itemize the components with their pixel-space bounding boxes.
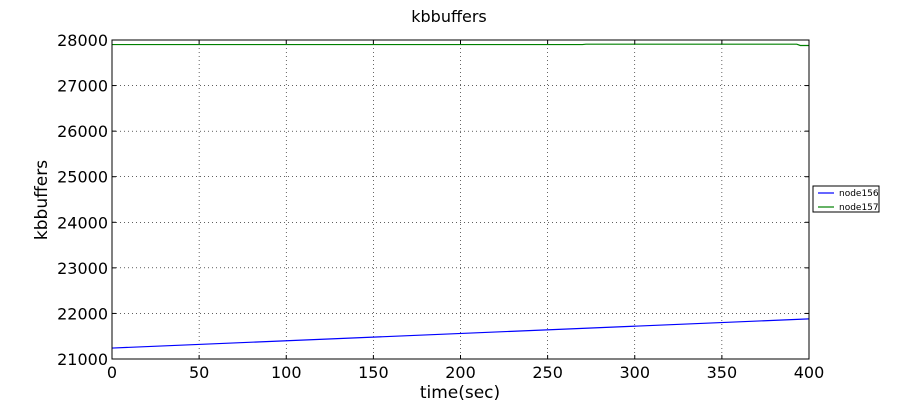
x-tick-label: 350 bbox=[707, 363, 738, 382]
x-tick-label: 300 bbox=[619, 363, 650, 382]
y-axis-label: kbbuffers bbox=[32, 160, 52, 240]
x-axis-label: time(sec) bbox=[420, 383, 500, 400]
x-tick-label: 200 bbox=[445, 363, 476, 382]
y-tick-label: 24000 bbox=[57, 213, 108, 232]
y-tick-label: 26000 bbox=[57, 122, 108, 141]
x-tick-label: 100 bbox=[271, 363, 302, 382]
x-tick-label: 0 bbox=[107, 363, 117, 382]
y-tick-label: 27000 bbox=[57, 77, 108, 96]
y-tick-label: 21000 bbox=[57, 350, 108, 369]
series-line-node157 bbox=[112, 43, 809, 47]
x-tick-label: 150 bbox=[358, 363, 389, 382]
x-tick-label: 250 bbox=[532, 363, 563, 382]
y-tick-label: 22000 bbox=[57, 304, 108, 323]
grid bbox=[112, 40, 809, 359]
y-tick-label: 25000 bbox=[57, 168, 108, 187]
legend-label-node156: node156 bbox=[839, 189, 879, 199]
x-tick-label: 400 bbox=[794, 363, 825, 382]
legend-box bbox=[812, 185, 880, 213]
x-tick-label: 50 bbox=[189, 363, 209, 382]
plot-frame bbox=[111, 39, 810, 360]
chart-title: kbbuffers bbox=[411, 7, 487, 26]
series-group bbox=[111, 43, 810, 349]
legend: node156 node157 bbox=[812, 185, 880, 213]
y-axis-ticks: 21000 22000 23000 24000 25000 26000 27000 28000 bbox=[57, 31, 809, 369]
y-tick-label: 28000 bbox=[57, 31, 108, 50]
x-axis-ticks: 0 50 100 150 200 250 300 350 400 bbox=[107, 40, 824, 382]
legend-label-node157: node157 bbox=[839, 203, 879, 213]
y-tick-label: 23000 bbox=[57, 259, 108, 278]
series-line-node156 bbox=[111, 318, 810, 349]
